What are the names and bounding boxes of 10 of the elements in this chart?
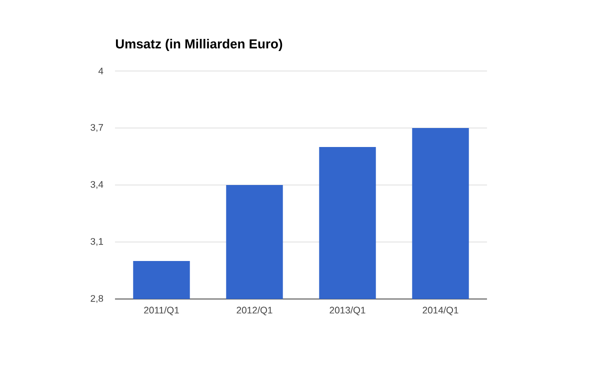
x-tick-label: 2013/Q1 <box>330 306 366 316</box>
chart-title: Umsatz (in Milliarden Euro) <box>116 38 282 52</box>
x-tick-label: 2011/Q1 <box>144 306 179 316</box>
x-tick-label: 2012/Q1 <box>236 306 272 316</box>
y-tick-label: 3,7 <box>90 124 104 132</box>
y-tick-label: 3,4 <box>90 181 104 189</box>
y-tick-label: 3,1 <box>90 238 104 246</box>
y-tick-label: 2,8 <box>90 295 104 303</box>
y-tick-label: 4 <box>98 68 104 74</box>
x-tick-label: 2014/Q1 <box>422 306 458 316</box>
